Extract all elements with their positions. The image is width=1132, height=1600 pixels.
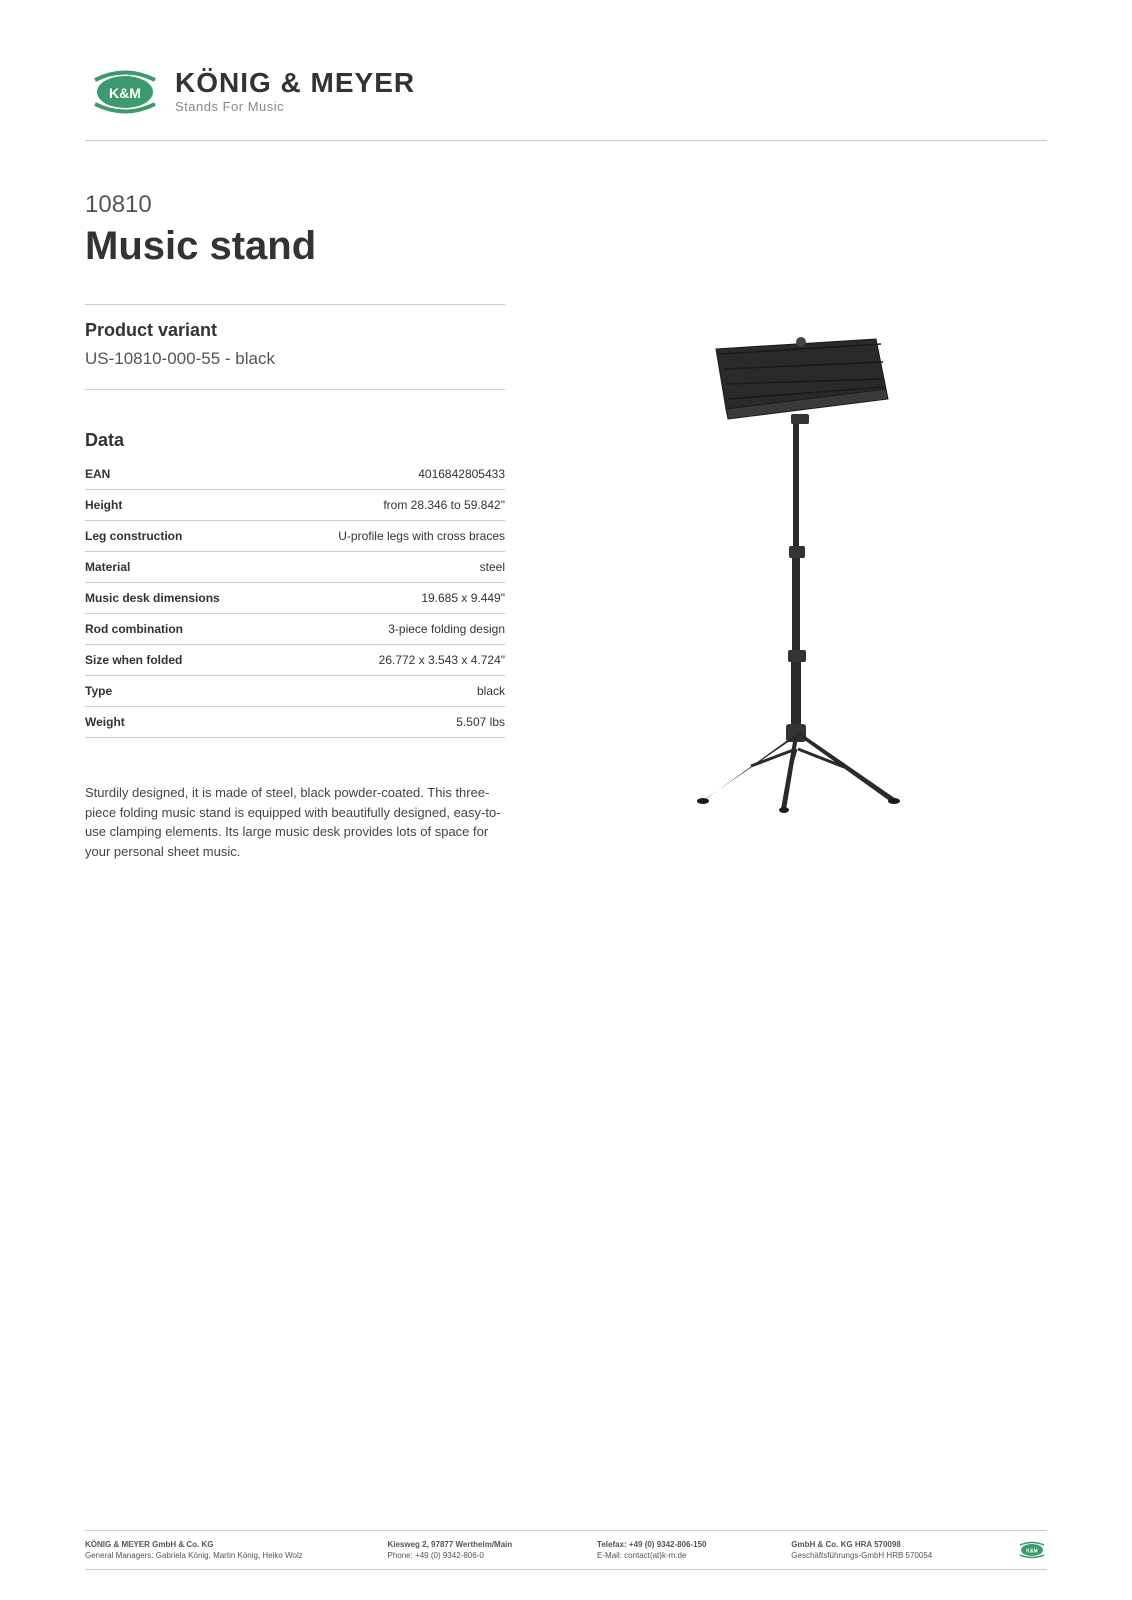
table-value: black bbox=[273, 676, 505, 707]
content-row: Product variant US-10810-000-55 - black … bbox=[85, 304, 1047, 861]
footer-col-3: Telefax: +49 (0) 9342-806-150 E-Mail: co… bbox=[597, 1539, 706, 1561]
table-label: Music desk dimensions bbox=[85, 583, 273, 614]
table-label: Leg construction bbox=[85, 521, 273, 552]
table-row: Rod combination3-piece folding design bbox=[85, 614, 505, 645]
footer-col-2: Kiesweg 2, 97877 Wertheim/Main Phone: +4… bbox=[387, 1539, 512, 1561]
variant-text: US-10810-000-55 - black bbox=[85, 349, 505, 369]
table-label: Type bbox=[85, 676, 273, 707]
product-image bbox=[606, 324, 986, 834]
footer-fax: Telefax: +49 (0) 9342-806-150 bbox=[597, 1539, 706, 1550]
table-value: 3-piece folding design bbox=[273, 614, 505, 645]
table-value: 5.507 lbs bbox=[273, 707, 505, 738]
table-row: Size when folded26.772 x 3.543 x 4.724" bbox=[85, 645, 505, 676]
table-value: 4016842805433 bbox=[273, 459, 505, 490]
footer-logo-icon: K&M bbox=[1017, 1539, 1047, 1561]
footer-col-1: KÖNIG & MEYER GmbH & Co. KG General Mana… bbox=[85, 1539, 303, 1561]
footer-content: KÖNIG & MEYER GmbH & Co. KG General Mana… bbox=[85, 1539, 1047, 1561]
product-number: 10810 bbox=[85, 191, 1047, 219]
data-table: EAN4016842805433Heightfrom 28.346 to 59.… bbox=[85, 459, 505, 738]
right-column bbox=[545, 304, 1047, 861]
variant-divider-bottom bbox=[85, 389, 505, 390]
footer: KÖNIG & MEYER GmbH & Co. KG General Mana… bbox=[85, 1530, 1047, 1570]
footer-divider-top bbox=[85, 1530, 1047, 1531]
table-label: Size when folded bbox=[85, 645, 273, 676]
footer-email: E-Mail: contact(at)k-m.de bbox=[597, 1550, 706, 1561]
table-value: 26.772 x 3.543 x 4.724" bbox=[273, 645, 505, 676]
table-row: Leg constructionU-profile legs with cros… bbox=[85, 521, 505, 552]
table-row: EAN4016842805433 bbox=[85, 459, 505, 490]
footer-managers: General Managers: Gabriela König, Martin… bbox=[85, 1550, 303, 1561]
table-label: Weight bbox=[85, 707, 273, 738]
table-row: Typeblack bbox=[85, 676, 505, 707]
table-value: from 28.346 to 59.842" bbox=[273, 490, 505, 521]
logo-brand: KÖNIG & MEYER bbox=[175, 67, 415, 99]
table-row: Heightfrom 28.346 to 59.842" bbox=[85, 490, 505, 521]
footer-company: KÖNIG & MEYER GmbH & Co. KG bbox=[85, 1539, 303, 1550]
table-value: U-profile legs with cross braces bbox=[273, 521, 505, 552]
footer-col-4: GmbH & Co. KG HRA 570098 Geschäftsführun… bbox=[791, 1539, 932, 1561]
table-value: steel bbox=[273, 552, 505, 583]
header-divider bbox=[85, 140, 1047, 141]
table-value: 19.685 x 9.449" bbox=[273, 583, 505, 614]
data-heading: Data bbox=[85, 430, 505, 451]
footer-address: Kiesweg 2, 97877 Wertheim/Main bbox=[387, 1539, 512, 1550]
left-column: Product variant US-10810-000-55 - black … bbox=[85, 304, 505, 861]
km-logo-icon: K&M bbox=[85, 60, 165, 120]
logo-container: K&M KÖNIG & MEYER Stands For Music bbox=[85, 60, 415, 120]
table-label: Height bbox=[85, 490, 273, 521]
table-label: EAN bbox=[85, 459, 273, 490]
product-description: Sturdily designed, it is made of steel, … bbox=[85, 783, 505, 861]
table-row: Music desk dimensions19.685 x 9.449" bbox=[85, 583, 505, 614]
footer-reg2: Geschäftsführungs-GmbH HRB 570054 bbox=[791, 1550, 932, 1561]
footer-phone: Phone: +49 (0) 9342-806-0 bbox=[387, 1550, 512, 1561]
table-label: Material bbox=[85, 552, 273, 583]
footer-divider-bottom bbox=[85, 1569, 1047, 1570]
footer-reg1: GmbH & Co. KG HRA 570098 bbox=[791, 1539, 932, 1550]
product-title: Music stand bbox=[85, 224, 1047, 269]
header: K&M KÖNIG & MEYER Stands For Music bbox=[85, 60, 1047, 120]
variant-divider-top bbox=[85, 304, 505, 305]
table-row: Weight5.507 lbs bbox=[85, 707, 505, 738]
table-row: Materialsteel bbox=[85, 552, 505, 583]
logo-text: KÖNIG & MEYER Stands For Music bbox=[175, 67, 415, 114]
variant-heading: Product variant bbox=[85, 320, 505, 341]
svg-text:K&M: K&M bbox=[1026, 1548, 1037, 1554]
logo-tagline: Stands For Music bbox=[175, 99, 415, 114]
table-label: Rod combination bbox=[85, 614, 273, 645]
svg-text:K&M: K&M bbox=[109, 85, 141, 101]
